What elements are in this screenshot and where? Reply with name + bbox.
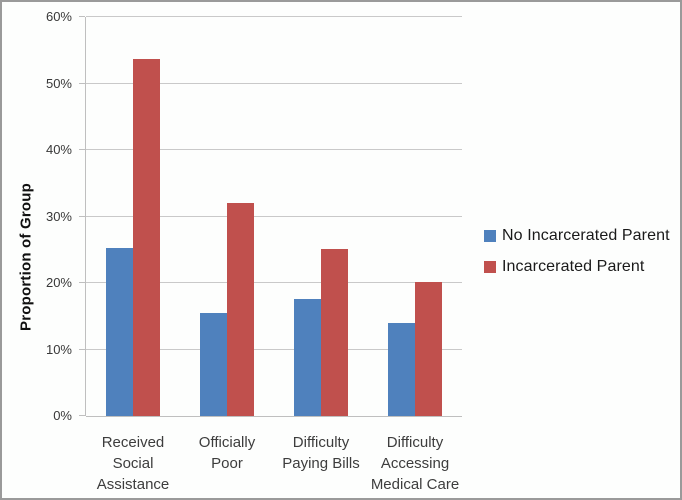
gridline-60	[86, 16, 462, 17]
y-axis-tick-40	[79, 149, 85, 150]
bar-no-incarcerated-parent-2	[200, 313, 227, 416]
x-category-label: Difficulty Accessing Medical Care	[340, 432, 490, 495]
y-axis-tick-0	[79, 415, 85, 416]
x-category-label-line: Difficulty	[386, 434, 444, 451]
y-tick-label: 30%	[45, 208, 72, 224]
y-axis-tick-30	[79, 215, 85, 217]
y-tick-label: 40%	[45, 142, 72, 157]
y-axis-title: Proportion of Group	[17, 183, 35, 331]
y-axis-tick-50	[79, 82, 85, 84]
x-category-label-line: Difficulty	[292, 434, 350, 451]
legend-item-no-incarcerated-parent: No Incarcerated Parent	[484, 225, 670, 247]
y-axis-line	[85, 17, 86, 416]
x-category-label-line: Poor	[211, 455, 243, 472]
y-tick-label: 20%	[45, 275, 72, 290]
x-category-label-line: Officially	[198, 434, 256, 451]
y-axis-tick-20	[79, 282, 85, 283]
legend-swatch-icon	[484, 230, 496, 242]
y-tick-label: 0%	[53, 408, 72, 423]
bar-incarcerated-parent-4	[415, 282, 442, 416]
legend-label: Incarcerated Parent	[502, 258, 645, 275]
gridline-20	[86, 282, 462, 283]
bar-incarcerated-parent-1	[133, 59, 160, 416]
x-category-label-line: Received	[101, 434, 165, 451]
legend-label: No Incarcerated Parent	[502, 227, 670, 244]
x-category-label-line: Social	[112, 455, 154, 472]
gridline-30	[86, 215, 462, 217]
x-category-label: Received Social Assistance	[58, 432, 208, 495]
gridline-10	[86, 348, 462, 350]
legend-item-incarcerated-parent: Incarcerated Parent	[484, 256, 670, 278]
x-category-label: Difficulty Paying Bills	[246, 432, 396, 474]
x-category-label-line: Accessing	[380, 455, 450, 472]
bar-incarcerated-parent-2	[227, 203, 254, 416]
plot-area	[79, 16, 462, 417]
gridline-40	[86, 149, 462, 150]
legend: No Incarcerated Parent Incarcerated Paren…	[484, 225, 670, 278]
y-tick-label: 60%	[45, 9, 72, 24]
y-axis-tick-60	[79, 16, 85, 17]
x-category-label-line: Medical Care	[370, 476, 460, 493]
gridline-50	[86, 82, 462, 84]
bar-no-incarcerated-parent-1	[106, 248, 133, 416]
x-category-label-line: Paying Bills	[282, 455, 360, 472]
y-axis-tick-10	[79, 348, 85, 350]
x-axis-line	[86, 416, 462, 417]
bar-no-incarcerated-parent-4	[388, 323, 415, 416]
y-tick-label: 50%	[45, 75, 72, 91]
bar-no-incarcerated-parent-3	[294, 299, 321, 416]
x-category-label: Officially Poor	[152, 432, 302, 474]
legend-swatch-icon	[484, 261, 496, 273]
bar-incarcerated-parent-3	[321, 249, 348, 416]
x-category-label-line: Assistance	[96, 476, 170, 493]
y-tick-label: 10%	[45, 341, 72, 357]
